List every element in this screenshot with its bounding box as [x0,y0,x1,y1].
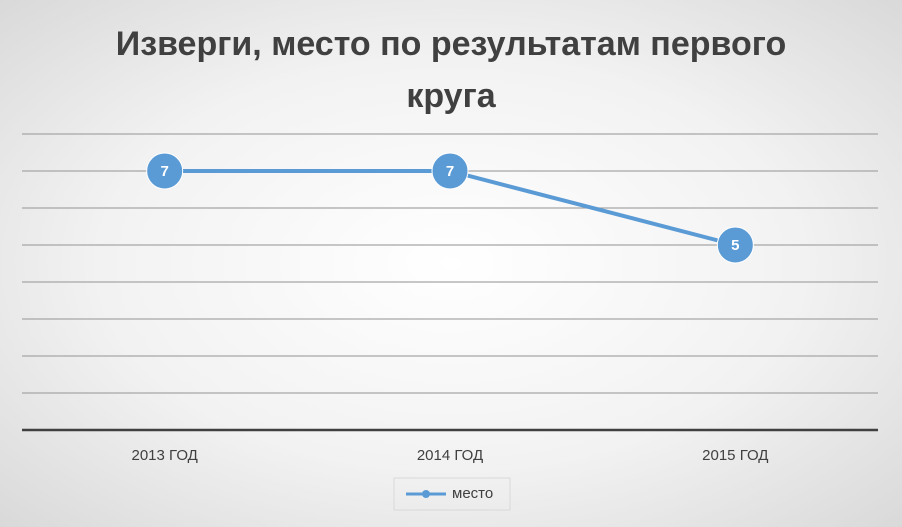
data-label: 7 [446,163,454,180]
x-tick-label: 2014 ГОД [417,447,483,464]
data-point [716,226,754,264]
data-label: 7 [160,163,168,180]
data-point [146,152,184,190]
legend-box [393,477,511,511]
legend-marker [422,490,430,498]
x-tick-label: 2015 ГОД [702,447,768,464]
legend-label: место [452,485,493,502]
x-tick-label: 2013 ГОД [132,447,198,464]
chart-title: Изверги, место по результатам первого кр… [115,25,787,115]
legend: место [393,477,511,511]
data-label: 5 [731,237,739,254]
data-point [431,152,469,190]
